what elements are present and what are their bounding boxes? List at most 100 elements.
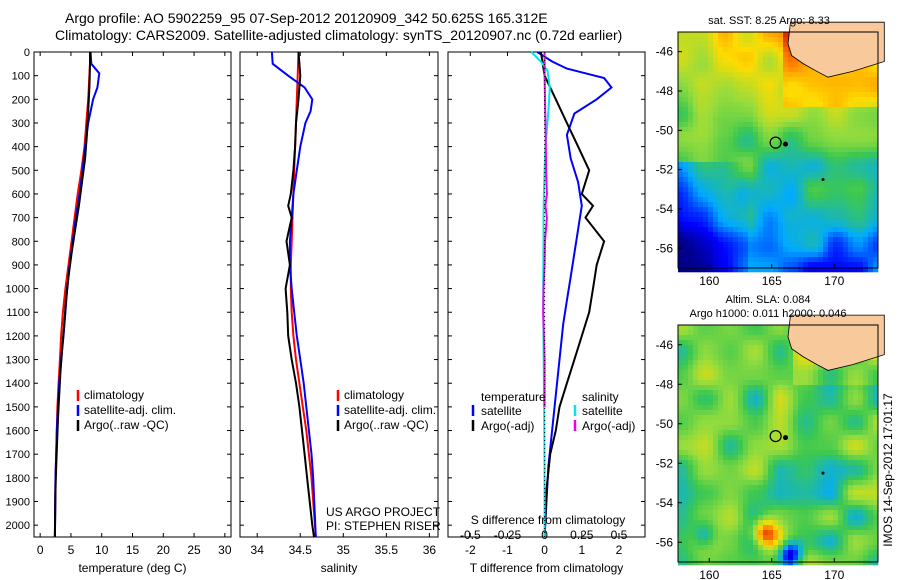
map-cell: [873, 500, 879, 506]
map-cell: [678, 147, 684, 153]
map-cell: [723, 37, 729, 43]
map-cell: [718, 445, 724, 451]
map-cell: [698, 505, 704, 511]
map-cell: [873, 465, 879, 471]
map-cell: [698, 515, 704, 521]
map-cell: [808, 77, 814, 83]
map-cell: [708, 540, 714, 546]
map-cell: [813, 142, 819, 148]
map-cell: [723, 540, 729, 546]
map-cell: [713, 252, 719, 258]
map-cell: [838, 112, 844, 118]
map-cell: [708, 107, 714, 113]
map-cell: [738, 480, 744, 486]
map-cell: [708, 405, 714, 411]
map-cell: [688, 47, 694, 53]
map-cell: [703, 440, 709, 446]
map-cell: [678, 262, 684, 268]
map-cell: [698, 172, 704, 178]
map-cell: [688, 365, 694, 371]
map-cell: [863, 122, 869, 128]
map-cell: [758, 67, 764, 73]
map-cell: [873, 267, 879, 273]
y-tick-label: -52: [656, 456, 674, 470]
map-cell: [698, 182, 704, 188]
map-cell: [838, 540, 844, 546]
map-cell: [738, 530, 744, 536]
map-cell: [768, 72, 774, 78]
map-cell: [828, 147, 834, 153]
map-cell: [833, 400, 839, 406]
map-cell: [843, 460, 849, 466]
map-cell: [818, 390, 824, 396]
map-cell: [723, 385, 729, 391]
map-cell: [728, 420, 734, 426]
map-cell: [728, 132, 734, 138]
map-cell: [723, 197, 729, 203]
map-cell: [758, 455, 764, 461]
map-cell: [758, 465, 764, 471]
map-cell: [813, 390, 819, 396]
map-cell: [873, 460, 879, 466]
map-cell: [853, 87, 859, 93]
map-cell: [798, 192, 804, 198]
map-cell: [788, 375, 794, 381]
map-cell: [863, 530, 869, 536]
map-cell: [738, 37, 744, 43]
map-cell: [743, 32, 749, 38]
map-cell: [823, 395, 829, 401]
map-cell: [748, 420, 754, 426]
map-cell: [858, 137, 864, 143]
map-cell: [758, 470, 764, 476]
map-cell: [848, 137, 854, 143]
map-cell: [733, 520, 739, 526]
map-cell: [798, 197, 804, 203]
map-cell: [683, 137, 689, 143]
map-cell: [858, 555, 864, 561]
map-cell: [683, 455, 689, 461]
map-cell: [728, 475, 734, 481]
map-cell: [678, 192, 684, 198]
map-cell: [753, 380, 759, 386]
map-cell: [768, 505, 774, 511]
map-cell: [858, 67, 864, 73]
map-cell: [693, 62, 699, 68]
map-cell: [873, 77, 879, 83]
map-cell: [833, 137, 839, 143]
map-cell: [773, 257, 779, 263]
map-cell: [818, 167, 824, 173]
map-cell: [688, 182, 694, 188]
map-cell: [858, 207, 864, 213]
map-cell: [788, 500, 794, 506]
map-cell: [798, 450, 804, 456]
map-cell: [808, 167, 814, 173]
map-cell: [693, 330, 699, 336]
map-cell: [818, 405, 824, 411]
map-cell: [833, 242, 839, 248]
map-cell: [863, 560, 869, 566]
map-cell: [818, 102, 824, 108]
x-tick-label: 160: [699, 274, 719, 288]
map-cell: [688, 550, 694, 556]
map-cell: [738, 375, 744, 381]
map-cell: [753, 355, 759, 361]
map-cell: [723, 262, 729, 268]
map-cell: [778, 197, 784, 203]
map-cell: [758, 525, 764, 531]
map-cell: [738, 62, 744, 68]
map-cell: [718, 440, 724, 446]
map-cell: [703, 147, 709, 153]
map-cell: [678, 42, 684, 48]
map-cell: [798, 395, 804, 401]
map-cell: [853, 500, 859, 506]
map-cell: [873, 157, 879, 163]
map-cell: [828, 385, 834, 391]
map-cell: [788, 550, 794, 556]
map-cell: [738, 365, 744, 371]
map-cell: [788, 445, 794, 451]
map-cell: [678, 142, 684, 148]
map-cell: [738, 112, 744, 118]
map-cell: [743, 435, 749, 441]
map-cell: [718, 152, 724, 158]
